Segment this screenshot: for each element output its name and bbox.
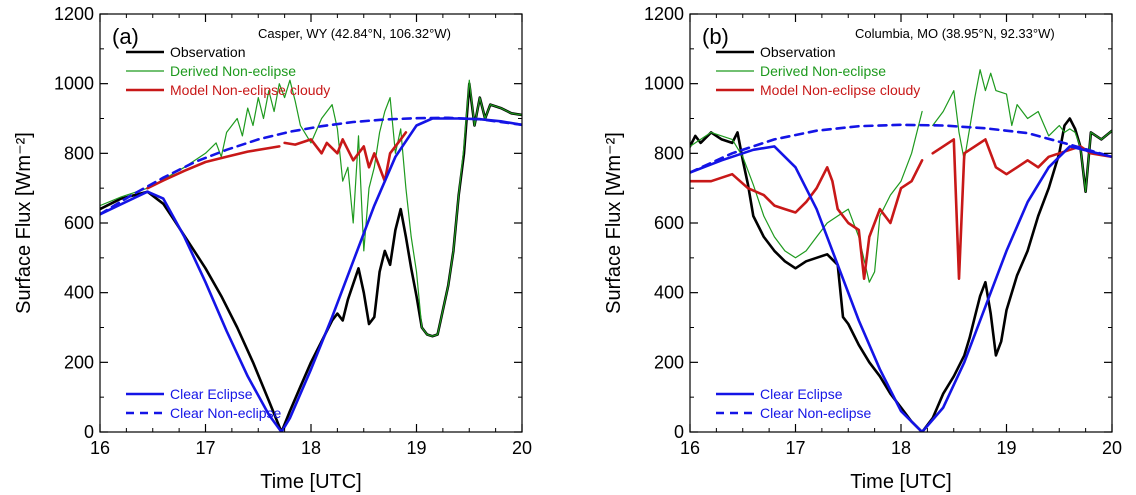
series-line-clear-eclipse: [100, 117, 522, 432]
legend-entry: Clear Non-eclipse: [760, 405, 871, 421]
series-lines: [100, 79, 522, 432]
legend-entry: Model Non-eclipse cloudy: [170, 82, 330, 98]
series-line-derived-non-eclipse: [100, 79, 522, 337]
x-tick-label: 16: [680, 438, 700, 458]
legend-entry: Clear Eclipse: [170, 386, 253, 402]
legend-entry: Model Non-eclipse cloudy: [760, 82, 920, 98]
station-label: Casper, WY (42.84°N, 106.32°W): [258, 26, 451, 41]
y-axis-label: Surface Flux [Wm⁻²]: [603, 132, 625, 314]
legend-entry: Observation: [170, 44, 245, 60]
series-line-clear-eclipse: [690, 145, 1112, 432]
series-line-observation: [100, 82, 522, 432]
x-axis-label: Time [UTC]: [850, 471, 951, 493]
y-tick-label: 1000: [54, 74, 94, 94]
plot-frame: [689, 13, 1113, 433]
series-line-model-non-eclipse-cloudy: [146, 131, 408, 190]
y-tick-label: 400: [654, 283, 684, 303]
y-tick-label: 1000: [644, 74, 684, 94]
x-tick-label: 18: [301, 438, 321, 458]
legend-entry: Derived Non-eclipse: [170, 63, 296, 79]
x-tick-label: 20: [512, 438, 532, 458]
y-axis-label: Surface Flux [Wm⁻²]: [13, 132, 35, 314]
y-tick-label: 1200: [644, 4, 684, 24]
y-tick-label: 600: [654, 213, 684, 233]
x-tick-label: 17: [195, 438, 215, 458]
legend-entry: Derived Non-eclipse: [760, 63, 886, 79]
series-lines: [690, 69, 1112, 432]
y-tick-label: 200: [654, 352, 684, 372]
y-tick-label: 200: [64, 352, 94, 372]
y-tick-label: 800: [64, 143, 94, 163]
legend-entry: Clear Eclipse: [760, 386, 843, 402]
x-tick-label: 19: [406, 438, 426, 458]
x-tick-label: 19: [996, 438, 1016, 458]
x-tick-label: 20: [1102, 438, 1122, 458]
series-line-clear-non-eclipse: [100, 116, 522, 216]
y-tick-label: 0: [84, 422, 94, 442]
y-tick-label: 0: [674, 422, 684, 442]
x-tick-label: 16: [90, 438, 110, 458]
y-tick-label: 600: [64, 213, 94, 233]
panel-label: (b): [702, 24, 729, 49]
y-tick-label: 800: [654, 143, 684, 163]
legend-entry: Clear Non-eclipse: [170, 405, 281, 421]
panel-label: (a): [112, 24, 139, 49]
x-tick-label: 18: [891, 438, 911, 458]
series-line-clear-non-eclipse: [690, 123, 1112, 174]
x-axis-label: Time [UTC]: [260, 471, 361, 493]
y-tick-label: 1200: [54, 4, 94, 24]
y-tick-label: 400: [64, 283, 94, 303]
legend-entry: Observation: [760, 44, 835, 60]
series-line-derived-non-eclipse: [690, 69, 1112, 283]
station-label: Columbia, MO (38.95°N, 92.33°W): [855, 26, 1055, 41]
x-tick-label: 17: [785, 438, 805, 458]
